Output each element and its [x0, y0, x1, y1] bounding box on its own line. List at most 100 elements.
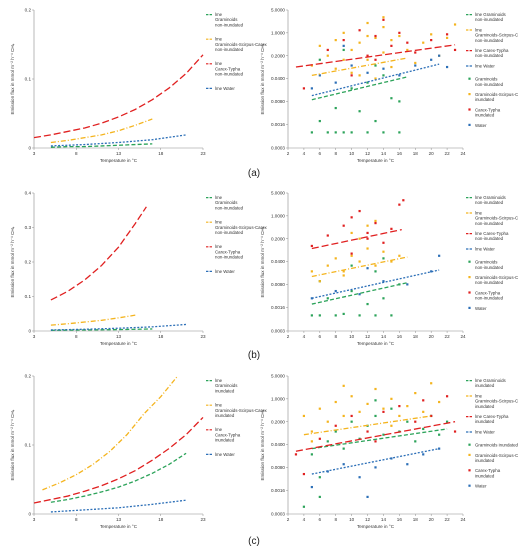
- scatter-point: [398, 131, 401, 134]
- scatter-point: [358, 29, 361, 32]
- x-tick-label: 6: [319, 334, 322, 339]
- scatter-point: [366, 402, 369, 406]
- scatter-point: [326, 54, 329, 57]
- scatter-point: [366, 54, 369, 57]
- series-line: [50, 452, 187, 503]
- scatter-point: [398, 414, 401, 418]
- scatter-point: [406, 283, 409, 286]
- scatter-point: [382, 131, 385, 134]
- scatter-point: [318, 495, 321, 499]
- scatter-point: [374, 221, 377, 225]
- scatter-point: [334, 131, 337, 134]
- scatter-point: [310, 430, 313, 433]
- scatter-point: [310, 64, 313, 67]
- scatter-point: [302, 87, 306, 90]
- series-line: [311, 428, 448, 450]
- legend-label: Water: [475, 123, 487, 128]
- chart-4: 3 8 13 18 23 0 0.1 0.2 Temperature in °C Emission…: [10, 374, 268, 529]
- series-line: [50, 499, 187, 513]
- x-tick-label: 16: [397, 151, 403, 156]
- scatter-point: [350, 74, 353, 77]
- scatter-point: [342, 58, 345, 61]
- scatter-point: [350, 64, 353, 67]
- scatter-point: [453, 430, 457, 433]
- scatter-point: [358, 476, 361, 479]
- x-tick-label: 14: [381, 334, 387, 339]
- x-tick-label: 10: [349, 334, 355, 339]
- series-line: [50, 314, 136, 326]
- scatter-point: [342, 31, 345, 34]
- legend: lme Graminoids non-inundated lme Graminoids-…: [206, 12, 268, 91]
- series-line: [50, 118, 153, 144]
- x-tick-label: 22: [445, 151, 451, 156]
- legend: lme Graminoids non-inundated lme Graminoids…: [466, 195, 518, 311]
- scatter-point: [334, 289, 337, 293]
- legend-swatch-point: [468, 260, 471, 263]
- x-tick-label: 3: [33, 517, 36, 522]
- x-tick-label: 8: [334, 517, 337, 522]
- x-tick-label: 8: [75, 151, 78, 156]
- series-line: [50, 323, 187, 331]
- scatter-point: [326, 234, 329, 237]
- chart-3: 2 4 6 8 10 12 14 16 18 20 22 240.00030.00160.00800.…: [260, 191, 518, 346]
- x-tick-label: 16: [397, 517, 403, 522]
- scatter-point: [310, 314, 313, 317]
- y-tick-label: 0.2000: [271, 53, 285, 58]
- chart-1: 2 4 6 8 10 12 14 16 18 20 22 240.00030.00160.00800.…: [260, 8, 518, 163]
- scatter-point: [342, 274, 345, 277]
- x-axis-label: Temperature in °C: [357, 158, 395, 163]
- scatter-point: [445, 65, 449, 69]
- legend-label: lme Water: [215, 269, 235, 274]
- scatter-point: [350, 87, 353, 90]
- series-line: [295, 44, 456, 68]
- panel-label-b: (b): [248, 350, 260, 361]
- scatter-point: [318, 314, 321, 317]
- scatter-point: [350, 395, 353, 398]
- x-tick-label: 23: [200, 517, 206, 522]
- scatter-point: [350, 216, 353, 219]
- y-tick-label: 0.0080: [271, 465, 285, 470]
- scatter-point: [422, 41, 425, 44]
- scatter-point: [334, 400, 337, 404]
- legend: lme Graminoids inundated lme Graminoids-Scir…: [206, 378, 268, 457]
- y-tick-label: 0.2: [25, 8, 32, 13]
- scatter-point: [350, 254, 353, 257]
- legend-swatch-point: [468, 276, 471, 279]
- scatter-point: [358, 260, 361, 263]
- scatter-point: [382, 74, 385, 77]
- scatter-point: [366, 34, 369, 38]
- x-tick-label: 10: [349, 517, 355, 522]
- scatter-point: [422, 427, 425, 431]
- scatter-point: [382, 407, 385, 410]
- scatter-point: [358, 41, 361, 44]
- y-tick-label: 0.2: [25, 374, 32, 379]
- scatter-point: [382, 297, 385, 300]
- chart-5: 2 4 6 8 10 12 14 16 18 20 22 240.00030.00160.00800.…: [260, 374, 518, 529]
- legend-label: Carex-Typha inundated: [475, 107, 501, 117]
- legend-swatch-point: [468, 108, 471, 111]
- x-tick-label: 24: [460, 517, 466, 522]
- x-tick-label: 22: [445, 334, 451, 339]
- scatter-point: [342, 463, 345, 466]
- scatter-point: [366, 267, 369, 270]
- x-tick-label: 13: [116, 517, 122, 522]
- scatter-point: [445, 33, 449, 36]
- series-line: [33, 54, 204, 139]
- scatter-point: [342, 131, 345, 134]
- y-tick-label: 0.4: [25, 191, 32, 196]
- legend: lme Graminoids non-inundated lme Graminoids…: [466, 12, 518, 128]
- scatter-point: [390, 227, 393, 230]
- scatter-point: [445, 36, 449, 40]
- x-tick-label: 23: [200, 334, 206, 339]
- scatter-point: [374, 387, 377, 391]
- x-tick-label: 23: [200, 151, 206, 156]
- series-line: [50, 134, 187, 147]
- scatter-point: [310, 485, 313, 489]
- y-tick-label: 0.0003: [271, 146, 285, 151]
- scatter-point: [310, 87, 313, 90]
- scatter-point: [390, 38, 393, 42]
- scatter-point: [318, 119, 321, 123]
